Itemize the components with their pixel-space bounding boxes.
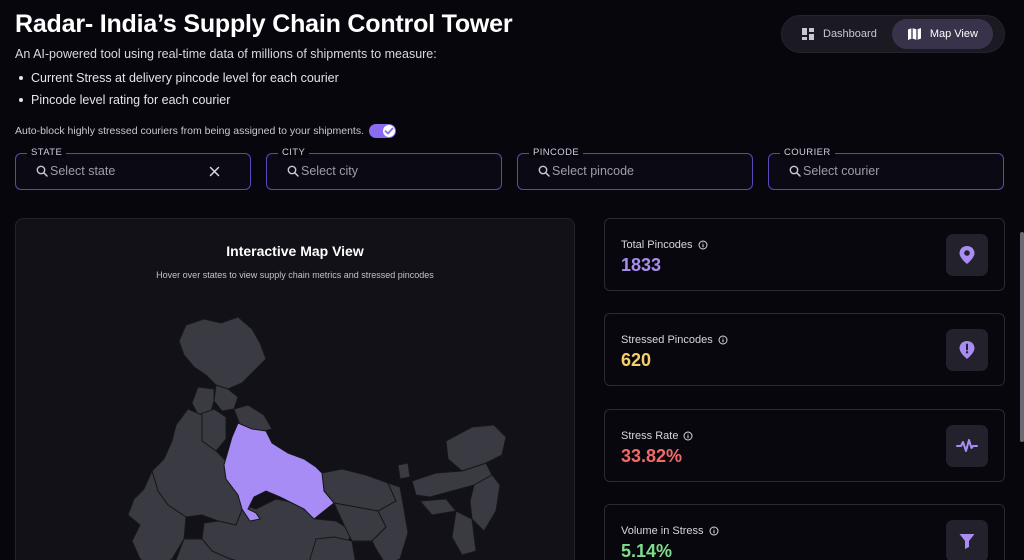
pincode-filter: PINCODE (517, 147, 753, 190)
state-bihar[interactable] (321, 468, 397, 512)
city-input[interactable] (301, 162, 451, 180)
autoblock-row: Auto-block highly stressed couriers from… (15, 124, 397, 138)
state-west-bengal[interactable] (371, 482, 409, 560)
info-icon[interactable] (718, 335, 728, 345)
stat-value: 33.82% (621, 446, 683, 466)
state-filter: STATE (15, 147, 251, 190)
map-title: Interactive Map View (226, 243, 364, 259)
state-arunachal[interactable] (445, 424, 507, 472)
state-nagaland-manipur[interactable] (469, 474, 501, 532)
search-icon (36, 165, 48, 177)
state-gujarat[interactable] (127, 469, 187, 560)
stat-value: 1833 (621, 255, 662, 275)
state-sikkim[interactable] (397, 462, 411, 480)
funnel-icon (946, 520, 988, 560)
feature-list: Current Stress at delivery pincode level… (19, 70, 339, 114)
autoblock-label: Auto-block highly stressed couriers from… (15, 125, 365, 137)
dashboard-tab-label: Dashboard (823, 28, 877, 40)
info-icon[interactable] (709, 526, 719, 536)
state-tripura-mizoram[interactable] (451, 510, 477, 556)
state-jammu-kashmir[interactable] (178, 316, 267, 390)
check-icon (384, 127, 394, 135)
clear-icon[interactable] (209, 166, 220, 177)
state-himachal[interactable] (213, 384, 239, 412)
pulse-icon (946, 425, 988, 467)
search-icon (287, 165, 299, 177)
city-filter: CITY (266, 147, 502, 190)
stat-label: Stress Rate (621, 430, 693, 442)
courier-filter: COURIER (768, 147, 1004, 190)
stat-card-volume-in-stress: Volume in Stress 5.14% (604, 504, 1005, 560)
stat-label: Stressed Pincodes (621, 334, 728, 346)
dashboard-icon (802, 28, 814, 40)
page-subtitle: An AI-powered tool using real-time data … (15, 47, 437, 61)
state-uttar-pradesh-highlighted[interactable] (223, 422, 335, 522)
feature-item: Pincode level rating for each courier (19, 92, 339, 114)
map-panel: Interactive Map View Hover over states t… (15, 218, 575, 560)
page-title: Radar- India’s Supply Chain Control Towe… (15, 10, 513, 38)
pincode-input[interactable] (552, 162, 702, 180)
state-chhattisgarh[interactable] (309, 536, 356, 560)
courier-input[interactable] (803, 162, 953, 180)
bullet-icon (19, 98, 23, 102)
india-map (127, 316, 507, 560)
search-icon (789, 165, 801, 177)
state-maharashtra[interactable] (174, 538, 316, 560)
autoblock-toggle[interactable] (369, 124, 397, 138)
bullet-icon (19, 76, 23, 80)
map-icon (907, 28, 921, 40)
page-scrollbar[interactable] (1020, 232, 1024, 442)
info-icon[interactable] (683, 431, 693, 441)
state-input[interactable] (50, 162, 200, 180)
search-icon (538, 165, 550, 177)
info-icon[interactable] (698, 240, 708, 250)
map-view-tab-label: Map View (929, 28, 978, 40)
stat-value: 620 (621, 350, 652, 370)
map-subtitle: Hover over states to view supply chain m… (156, 270, 434, 280)
stat-label: Total Pincodes (621, 239, 708, 251)
state-filter-label: STATE (27, 147, 67, 158)
map-view-tab[interactable]: Map View (891, 19, 993, 49)
stat-value: 5.14% (621, 541, 673, 560)
state-rajasthan[interactable] (151, 408, 245, 526)
stat-card-stress-rate: Stress Rate 33.82% (604, 409, 1005, 482)
state-meghalaya[interactable] (418, 498, 457, 516)
map-pin-icon (946, 234, 988, 276)
stat-card-stressed-pincodes: Stressed Pincodes 620 (604, 313, 1005, 386)
courier-filter-label: COURIER (780, 147, 835, 158)
stat-label: Volume in Stress (621, 525, 719, 537)
dashboard-tab[interactable]: Dashboard (786, 19, 892, 49)
view-switch: Dashboard Map View (781, 15, 1005, 53)
pincode-filter-label: PINCODE (529, 147, 584, 158)
check-icon (370, 127, 380, 135)
city-filter-label: CITY (278, 147, 310, 158)
stat-card-total-pincodes: Total Pincodes 1833 (604, 218, 1005, 291)
feature-item: Current Stress at delivery pincode level… (19, 70, 339, 92)
alert-pin-icon (946, 329, 988, 371)
